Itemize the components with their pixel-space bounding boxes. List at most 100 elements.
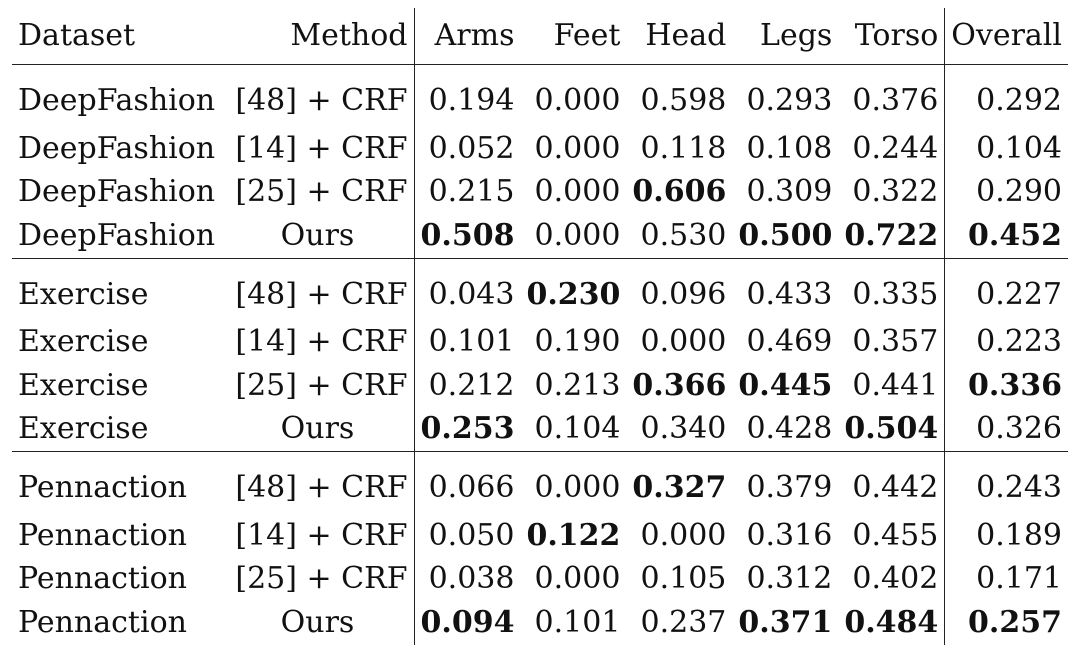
cell-method: [48] + CRF <box>221 257 415 321</box>
cell-dataset: Exercise <box>18 411 149 447</box>
cell-head: 0.118 <box>640 130 727 166</box>
cell-legs: 0.371 <box>738 604 833 640</box>
cell-feet: 0.230 <box>520 257 627 321</box>
cell-dataset: DeepFashion <box>18 130 216 166</box>
cell-head: 0.340 <box>640 411 727 447</box>
cell-legs: 0.469 <box>746 324 833 360</box>
table-row: Pennaction [14] + CRF 0.050 0.122 0.000 … <box>12 514 1068 558</box>
cell-overall: 0.290 <box>976 174 1062 210</box>
cell-overall: 0.171 <box>976 561 1062 597</box>
cell-torso: 0.357 <box>838 320 946 364</box>
cell-dataset: Exercise <box>18 367 149 403</box>
cell-overall: 0.452 <box>968 217 1062 253</box>
cell-overall: 0.104 <box>976 130 1062 166</box>
header-method: Method <box>221 8 415 65</box>
cell-legs: 0.433 <box>732 257 839 321</box>
cell-torso: 0.442 <box>838 451 946 514</box>
cell-method: [25] + CRF <box>221 170 415 214</box>
cell-arms: 0.253 <box>420 411 515 447</box>
cell-torso: 0.244 <box>838 127 946 171</box>
header-row: Dataset Method Arms Feet Head Legs Torso… <box>12 8 1068 65</box>
cell-torso: 0.455 <box>838 514 946 558</box>
cell-torso: 0.441 <box>838 364 946 408</box>
cell-dataset: Exercise <box>12 257 222 321</box>
cell-dataset: DeepFashion <box>12 64 222 127</box>
cell-feet: 0.000 <box>534 217 621 253</box>
table-row: Exercise [25] + CRF 0.212 0.213 0.366 0.… <box>12 364 1068 408</box>
cell-arms: 0.101 <box>428 324 515 360</box>
cell-torso: 0.402 <box>838 557 946 601</box>
cell-overall: 0.227 <box>944 257 1068 321</box>
cell-torso: 0.504 <box>838 407 946 452</box>
cell-overall: 0.292 <box>944 64 1068 127</box>
cell-method: [14] + CRF <box>221 127 415 171</box>
cell-arms: 0.043 <box>414 257 521 321</box>
cell-dataset: DeepFashion <box>18 217 216 253</box>
cell-feet: 0.104 <box>534 411 621 447</box>
cell-feet: 0.000 <box>520 64 627 127</box>
cell-arms: 0.066 <box>414 451 521 514</box>
cell-torso: 0.322 <box>838 170 946 214</box>
cell-head: 0.000 <box>640 324 727 360</box>
cell-method: [25] + CRF <box>221 364 415 408</box>
table-row: Exercise Ours 0.253 0.104 0.340 0.428 0.… <box>12 407 1068 452</box>
cell-head: 0.096 <box>626 257 733 321</box>
table-row: DeepFashion Ours 0.508 0.000 0.530 0.500… <box>12 214 1068 258</box>
cell-head: 0.000 <box>640 517 727 553</box>
cell-dataset: Pennaction <box>18 561 187 597</box>
cell-arms: 0.052 <box>428 130 515 166</box>
cell-legs: 0.316 <box>746 517 833 553</box>
cell-feet: 0.122 <box>526 517 621 553</box>
cell-dataset: Pennaction <box>12 451 222 514</box>
table-row: DeepFashion [25] + CRF 0.215 0.000 0.606… <box>12 170 1068 214</box>
cell-arms: 0.038 <box>428 561 515 597</box>
header-overall: Overall <box>944 8 1068 65</box>
cell-method: Ours <box>221 601 415 645</box>
table-body: DeepFashion [48] + CRF 0.194 0.000 0.598… <box>12 64 1068 645</box>
header-dataset: Dataset <box>12 8 222 65</box>
cell-feet: 0.000 <box>534 561 621 597</box>
cell-dataset: Pennaction <box>18 517 187 553</box>
cell-dataset: Pennaction <box>18 604 187 640</box>
results-table: Dataset Method Arms Feet Head Legs Torso… <box>12 8 1068 645</box>
cell-overall: 0.223 <box>976 324 1062 360</box>
table-row: DeepFashion [48] + CRF 0.194 0.000 0.598… <box>12 64 1068 127</box>
cell-overall: 0.336 <box>968 367 1062 403</box>
cell-legs: 0.293 <box>732 64 839 127</box>
table-row: Pennaction [48] + CRF 0.066 0.000 0.327 … <box>12 451 1068 514</box>
cell-feet: 0.190 <box>534 324 621 360</box>
cell-torso: 0.335 <box>838 257 946 321</box>
cell-head: 0.105 <box>640 561 727 597</box>
table-row: DeepFashion [14] + CRF 0.052 0.000 0.118… <box>12 127 1068 171</box>
cell-overall: 0.257 <box>968 604 1062 640</box>
cell-torso: 0.376 <box>838 64 946 127</box>
table-row: Exercise [48] + CRF 0.043 0.230 0.096 0.… <box>12 257 1068 321</box>
cell-head: 0.237 <box>640 604 727 640</box>
cell-arms: 0.212 <box>428 367 515 403</box>
cell-feet: 0.000 <box>534 174 621 210</box>
cell-feet: 0.000 <box>520 451 627 514</box>
cell-head: 0.366 <box>632 367 727 403</box>
cell-method: [14] + CRF <box>221 514 415 558</box>
cell-head: 0.606 <box>632 174 727 210</box>
cell-dataset: Exercise <box>18 324 149 360</box>
cell-overall: 0.189 <box>976 517 1062 553</box>
cell-feet: 0.101 <box>534 604 621 640</box>
cell-method: [14] + CRF <box>221 320 415 364</box>
cell-legs: 0.312 <box>746 561 833 597</box>
cell-overall: 0.243 <box>944 451 1068 514</box>
table-row: Pennaction [25] + CRF 0.038 0.000 0.105 … <box>12 557 1068 601</box>
cell-head: 0.530 <box>640 217 727 253</box>
cell-arms: 0.050 <box>428 517 515 553</box>
table-header: Dataset Method Arms Feet Head Legs Torso… <box>12 8 1068 65</box>
cell-method: [48] + CRF <box>221 451 415 514</box>
cell-legs: 0.428 <box>746 411 833 447</box>
cell-torso: 0.722 <box>838 214 946 258</box>
cell-arms: 0.194 <box>414 64 521 127</box>
table-row: Pennaction Ours 0.094 0.101 0.237 0.371 … <box>12 601 1068 645</box>
header-arms: Arms <box>414 8 521 65</box>
cell-method: [25] + CRF <box>221 557 415 601</box>
header-head: Head <box>626 8 733 65</box>
cell-legs: 0.309 <box>746 174 833 210</box>
